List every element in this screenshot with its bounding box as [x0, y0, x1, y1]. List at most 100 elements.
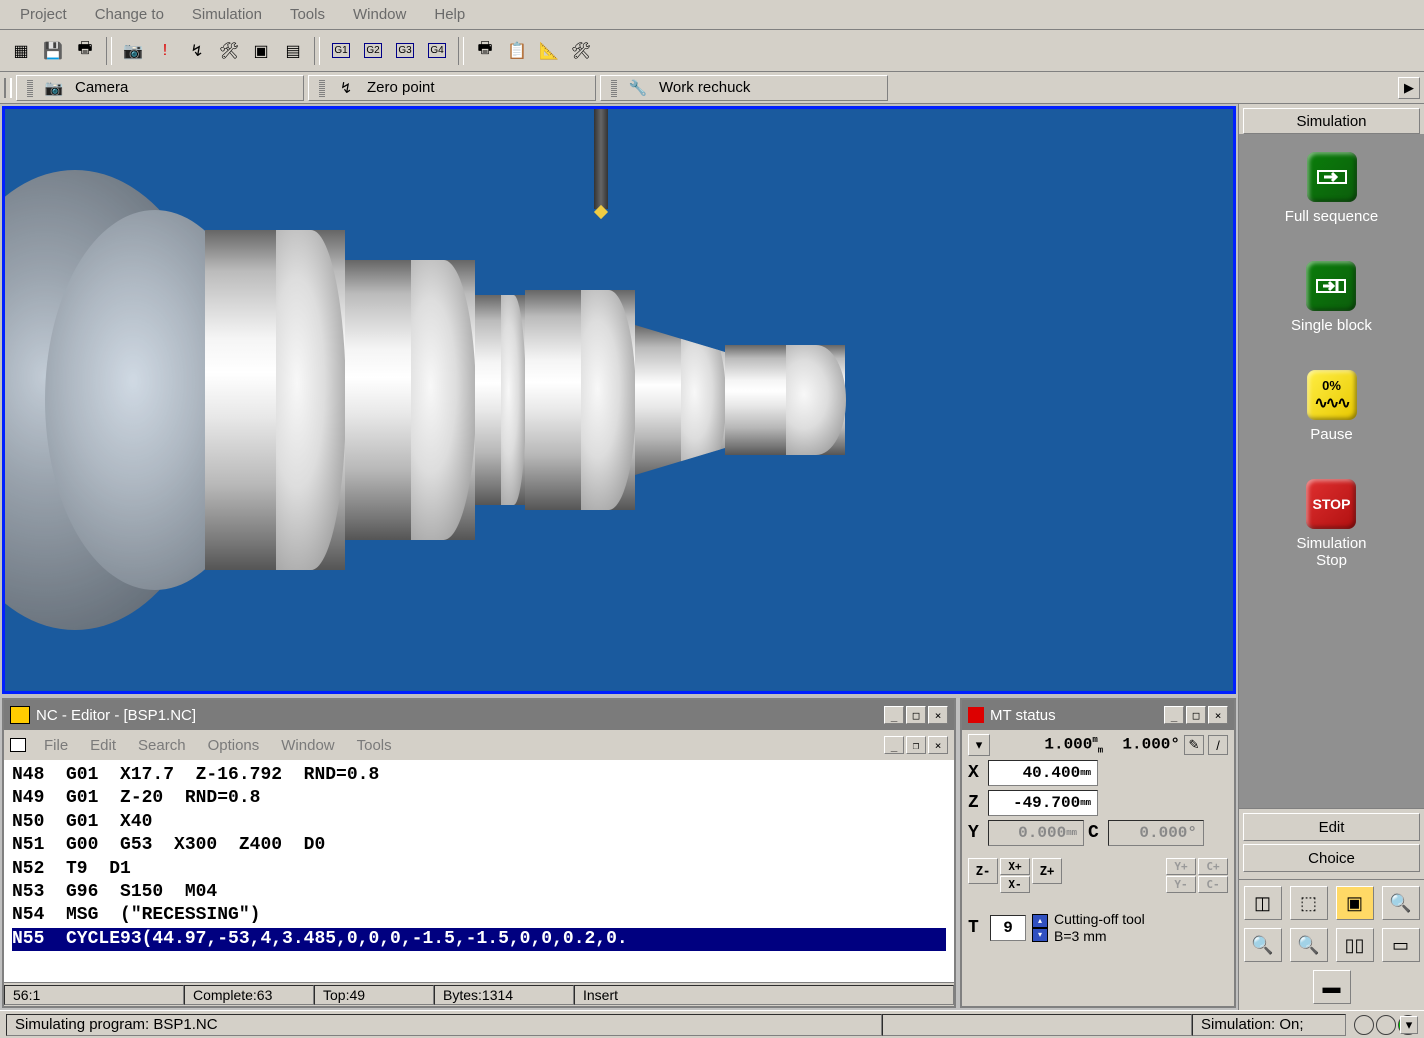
pause-group: 0% ∿∿∿ Pause — [1307, 370, 1357, 443]
sim-choice-button[interactable]: Choice — [1243, 844, 1420, 872]
editor-content[interactable]: N48 G01 X17.7 Z-16.792 RND=0.8N49 G01 Z-… — [4, 760, 954, 982]
stop-label: Simulation Stop — [1296, 535, 1366, 569]
mt-title-text: MT status — [990, 707, 1056, 724]
jog-z-plus[interactable]: Z+ — [1032, 858, 1062, 884]
toolbar-separator — [458, 37, 464, 65]
toolbar-new-icon[interactable]: ▦ — [6, 36, 36, 66]
doc-close-button[interactable]: × — [928, 736, 948, 754]
toolbar-tools-icon[interactable]: 🛠 — [566, 36, 596, 66]
toolbar-print2-icon[interactable]: 🖶 — [470, 36, 500, 66]
layout2-icon[interactable]: ▭ — [1382, 928, 1420, 962]
zoom-fit-icon[interactable]: 🔍 — [1382, 886, 1420, 920]
jog-c-plus: C+ — [1198, 858, 1228, 875]
camera-icon: 📷 — [43, 79, 65, 97]
close-button[interactable]: × — [1208, 706, 1228, 724]
menu-help[interactable]: Help — [422, 2, 477, 27]
mt-status-panel: MT status _ □ × ▾ 1.000mm 1.000° ✎ / — [960, 698, 1236, 1008]
mt-dropdown[interactable]: ▾ — [968, 734, 990, 756]
toolbar-warning-icon[interactable]: ! — [150, 36, 180, 66]
tab-zero-point[interactable]: ↯ Zero point — [308, 75, 596, 101]
menu-window[interactable]: Window — [341, 2, 418, 27]
maximize-button[interactable]: □ — [906, 706, 926, 724]
full-sequence-button[interactable] — [1307, 152, 1357, 202]
view-iso-icon[interactable]: ⬚ — [1290, 886, 1328, 920]
single-block-label: Single block — [1291, 317, 1372, 334]
status-bytes: Bytes:1314 — [434, 985, 574, 1005]
maximize-button[interactable]: □ — [1186, 706, 1206, 724]
toolbar-g4-icon[interactable]: G4 — [422, 36, 452, 66]
tab-label: Camera — [75, 79, 128, 96]
toolbar-g3-icon[interactable]: G3 — [390, 36, 420, 66]
toolbar-collision-icon[interactable]: ▣ — [246, 36, 276, 66]
toolbar-measure-icon[interactable]: 📐 — [534, 36, 564, 66]
close-button[interactable]: × — [928, 706, 948, 724]
tab-label: Work rechuck — [659, 79, 750, 96]
mt-slash-icon[interactable]: / — [1208, 735, 1228, 755]
editor-menu-edit[interactable]: Edit — [80, 735, 126, 756]
mt-status-icon — [968, 707, 984, 723]
toolbar-zero-icon[interactable]: ↯ — [182, 36, 212, 66]
toolbar-clipboard-icon[interactable]: 📋 — [502, 36, 532, 66]
doc-minimize-button[interactable]: _ — [884, 736, 904, 754]
stop-group: STOP Simulation Stop — [1296, 479, 1366, 569]
single-block-button[interactable] — [1306, 261, 1356, 311]
menu-change-to[interactable]: Change to — [83, 2, 176, 27]
editor-menu-window[interactable]: Window — [271, 735, 344, 756]
jog-y-plus: Y+ — [1166, 858, 1196, 875]
jog-x-minus[interactable]: X- — [1000, 876, 1030, 893]
toolbar-chuck-icon[interactable]: 🛠 — [214, 36, 244, 66]
layout1-icon[interactable]: ▯▯ — [1336, 928, 1374, 962]
tab-scroll-right[interactable]: ▶ — [1398, 77, 1420, 99]
toolbar-print-icon[interactable]: 🖶 — [70, 36, 100, 66]
editor-menu-options[interactable]: Options — [198, 735, 270, 756]
editor-menu-search[interactable]: Search — [128, 735, 196, 756]
tool-info: Cutting-off tool B=3 mm — [1054, 911, 1145, 945]
tool-size: B=3 mm — [1054, 928, 1145, 945]
main-toolbar: ▦ 💾 🖶 📷 ! ↯ 🛠 ▣ ▤ G1 G2 G3 G4 🖶 📋 📐 🛠 — [0, 30, 1424, 72]
menu-tools[interactable]: Tools — [278, 2, 337, 27]
doc-restore-button[interactable]: ❐ — [906, 736, 926, 754]
view-wireframe-icon[interactable]: ◫ — [1244, 886, 1282, 920]
toolbar-g1-icon[interactable]: G1 — [326, 36, 356, 66]
status-light-1 — [1354, 1015, 1374, 1035]
simulation-viewport[interactable] — [2, 106, 1236, 694]
minimize-button[interactable]: _ — [1164, 706, 1184, 724]
view-iconbar: ◫ ⬚ ▣ 🔍 🔍 🔍 ▯▯ ▭ ▬ — [1239, 879, 1424, 1010]
zoom-out-icon[interactable]: 🔍 — [1290, 928, 1328, 962]
toolbar-material-icon[interactable]: ▤ — [278, 36, 308, 66]
jog-z-minus[interactable]: Z- — [968, 858, 998, 884]
tool-down[interactable]: ▾ — [1032, 928, 1048, 942]
pause-button[interactable]: 0% ∿∿∿ — [1307, 370, 1357, 420]
z-value[interactable]: -49.700mm — [988, 790, 1098, 816]
tool-up[interactable]: ▴ — [1032, 914, 1048, 928]
sim-edit-section: Edit Choice — [1239, 808, 1424, 879]
menu-simulation[interactable]: Simulation — [180, 2, 274, 27]
toolbar-camera-icon[interactable]: 📷 — [118, 36, 148, 66]
sim-edit-button[interactable]: Edit — [1243, 813, 1420, 841]
status-light-2 — [1376, 1015, 1396, 1035]
editor-menubar: File Edit Search Options Window Tools _ … — [4, 730, 954, 760]
mt-pencil-icon[interactable]: ✎ — [1184, 735, 1204, 755]
editor-menu-tools[interactable]: Tools — [347, 735, 402, 756]
jog-x-plus[interactable]: X+ — [1000, 858, 1030, 875]
tab-camera[interactable]: 📷 Camera — [16, 75, 304, 101]
menu-project[interactable]: Project — [8, 2, 79, 27]
view-solid-icon[interactable]: ▣ — [1336, 886, 1374, 920]
tool-number[interactable]: 9 — [990, 915, 1026, 941]
editor-menu-file[interactable]: File — [34, 735, 78, 756]
mt-scale-value: 1.000mm 1.000° — [994, 735, 1180, 756]
toolbar-save-icon[interactable]: 💾 — [38, 36, 68, 66]
tool-spinner: ▴ ▾ — [1032, 914, 1048, 942]
x-value[interactable]: 40.400mm — [988, 760, 1098, 786]
toolbar-g2-icon[interactable]: G2 — [358, 36, 388, 66]
mt-x-row: X 40.400mm — [968, 760, 1228, 786]
jog-c-minus: C- — [1198, 876, 1228, 893]
layout3-icon[interactable]: ▬ — [1313, 970, 1351, 1004]
zoom-in-icon[interactable]: 🔍 — [1244, 928, 1282, 962]
statusbar-empty — [882, 1014, 1192, 1036]
stop-button[interactable]: STOP — [1306, 479, 1356, 529]
left-column: NC - Editor - [BSP1.NC] _ □ × File Edit … — [0, 104, 1238, 1010]
tab-work-rechuck[interactable]: 🔧 Work rechuck — [600, 75, 888, 101]
minimize-button[interactable]: _ — [884, 706, 904, 724]
panel-scroll-down[interactable]: ▾ — [1400, 1016, 1418, 1034]
